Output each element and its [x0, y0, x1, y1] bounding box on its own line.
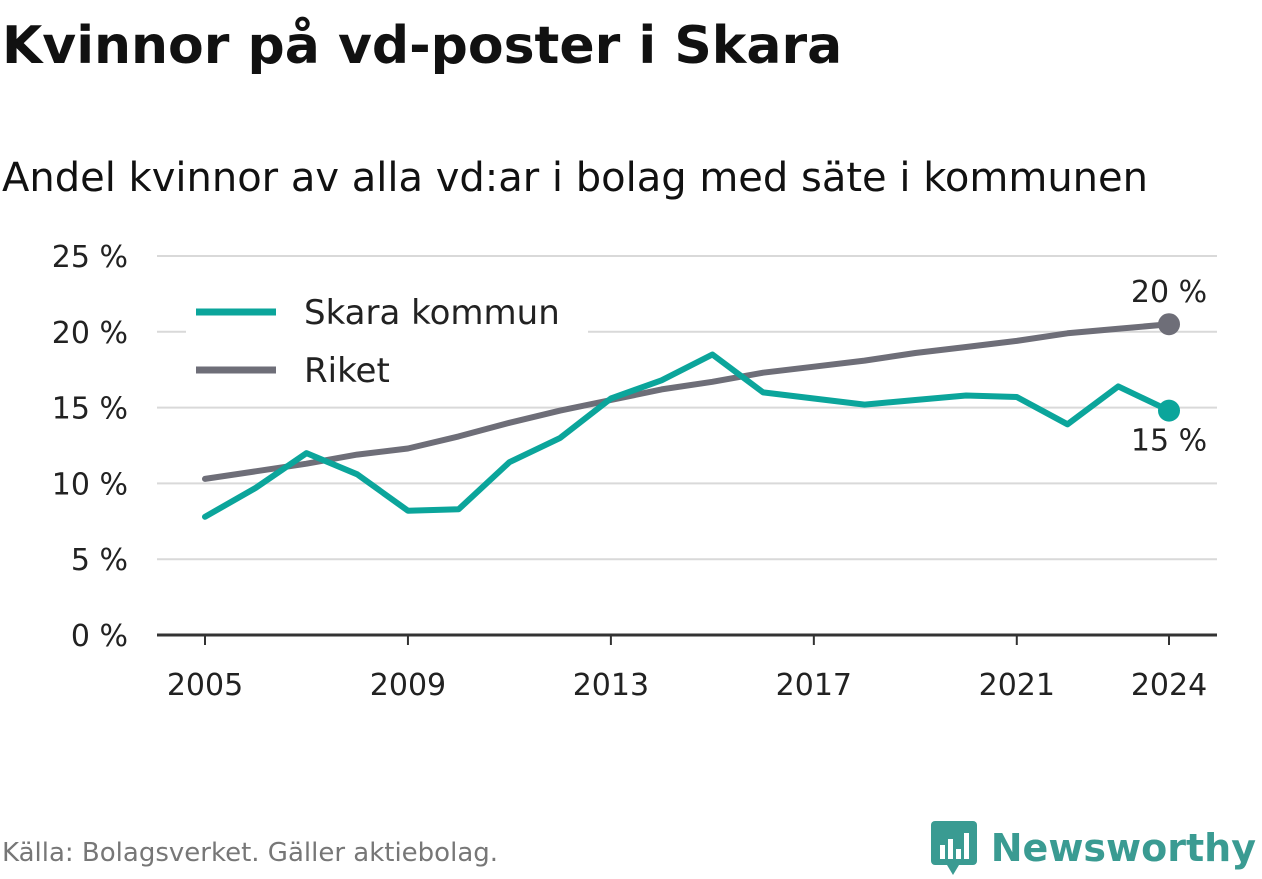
y-tick-label: 20 % [52, 316, 128, 351]
bar-chart-logo-icon [930, 821, 977, 875]
x-tick-label: 2013 [573, 668, 649, 703]
brand-logo: Newsworthy [929, 818, 1256, 878]
end-label-skara-kommun: 15 % [1131, 424, 1207, 459]
x-tick-label: 2021 [979, 668, 1055, 703]
legend-background [186, 290, 588, 396]
x-axis: 2005 2009 2013 2017 2021 2024 [157, 633, 1217, 703]
y-tick-label: 0 % [71, 619, 128, 654]
legend: Skara kommun Riket [186, 290, 588, 396]
end-point-skara-kommun [1158, 399, 1180, 422]
x-tick-label: 2017 [776, 668, 852, 703]
y-tick-label: 5 % [71, 543, 128, 578]
series-line-skara-kommun [202, 351, 1172, 520]
x-tick-label: 2005 [167, 668, 243, 703]
end-label-riket: 20 % [1131, 275, 1207, 310]
end-point-riket [1158, 313, 1180, 336]
brand-name: Newsworthy [990, 826, 1256, 870]
source-note: Källa: Bolagsverket. Gäller aktiebolag. [2, 838, 499, 868]
y-axis: 0 % 5 % 10 % 15 % 20 % 25 % [52, 240, 128, 654]
series-group: 20 % 15 % [202, 275, 1207, 520]
legend-label: Riket [304, 351, 390, 391]
chart-title: Kvinnor på vd-poster i Skara [2, 16, 843, 76]
series-line-riket [202, 321, 1172, 482]
y-tick-label: 15 % [52, 392, 128, 427]
x-tick-label: 2009 [370, 668, 446, 703]
legend-label: Skara kommun [304, 293, 560, 333]
chart-subtitle: Andel kvinnor av alla vd:ar i bolag med … [2, 155, 1148, 201]
y-tick-label: 25 % [52, 240, 128, 275]
y-tick-label: 10 % [52, 467, 128, 502]
x-tick-label: 2024 [1131, 668, 1207, 703]
